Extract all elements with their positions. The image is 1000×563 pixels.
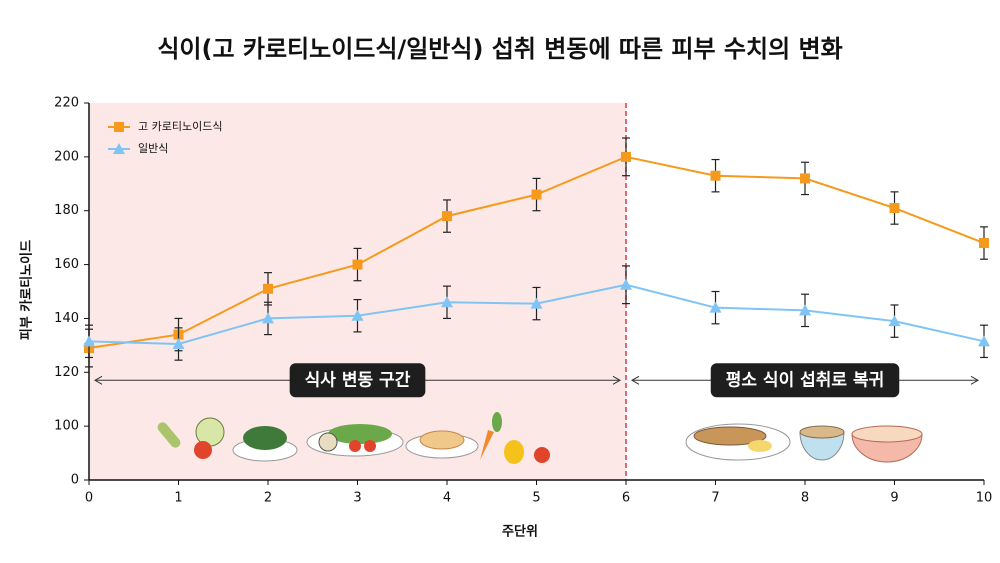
data-point — [979, 238, 989, 249]
data-point — [889, 203, 900, 214]
y-tick-label: 180 — [54, 203, 79, 218]
data-point — [621, 151, 631, 162]
arrow-head — [970, 375, 980, 385]
x-tick-label: 5 — [532, 491, 540, 506]
x-tick-label: 3 — [353, 491, 361, 506]
y-tick-label: 220 — [54, 96, 79, 111]
data-point — [442, 211, 452, 222]
data-point — [352, 259, 363, 270]
data-point — [351, 309, 364, 321]
shaded-region — [89, 103, 626, 480]
y-tick-label: 200 — [54, 149, 79, 164]
chart-title: 식이(고 카로티노이드식/일반식) 섭취 변동에 따른 피부 수치의 변화 — [157, 35, 842, 63]
legend-marker — [114, 122, 124, 132]
data-point — [531, 189, 542, 200]
data-point — [530, 297, 543, 309]
annotation-label: 평소 식이 섭취로 복귀 — [726, 369, 885, 390]
arrow-head — [612, 375, 622, 385]
y-tick-label: 140 — [54, 311, 79, 326]
x-tick-label: 2 — [264, 491, 272, 506]
data-point — [172, 338, 185, 350]
y-tick-label: 0 — [71, 473, 79, 488]
data-point — [709, 301, 722, 313]
x-axis-label: 주단위 — [502, 524, 538, 540]
x-tick-label: 7 — [711, 491, 719, 506]
legend-label: 고 카로티노이드식 — [138, 120, 222, 133]
data-point — [800, 173, 810, 184]
x-tick-label: 8 — [801, 491, 809, 506]
data-point — [799, 304, 811, 316]
data-point — [710, 170, 721, 181]
y-axis-label: 피부 카로티노이드 — [19, 240, 35, 340]
arrow-head — [630, 375, 640, 385]
annotation-label: 식사 변동 구간 — [305, 370, 411, 390]
x-tick-label: 6 — [622, 491, 630, 506]
data-point — [263, 283, 273, 294]
x-tick-label: 1 — [174, 491, 182, 506]
y-tick-label: 160 — [54, 257, 79, 272]
x-tick-label: 10 — [976, 491, 993, 506]
x-tick-label: 9 — [890, 491, 898, 506]
data-point — [83, 335, 95, 347]
data-point — [888, 315, 901, 327]
annotation-box — [710, 363, 900, 398]
y-tick-label: 100 — [54, 419, 79, 434]
annotation-box — [289, 363, 426, 398]
arrow-head — [93, 375, 103, 385]
y-tick-label: 120 — [54, 365, 79, 380]
food-illustrations — [157, 412, 923, 464]
x-tick-label: 4 — [443, 491, 451, 506]
x-tick-label: 0 — [85, 491, 93, 506]
data-point — [978, 335, 990, 347]
legend-label: 일반식 — [138, 141, 168, 155]
data-point — [262, 312, 274, 324]
background-layer: 0 100 120 140 160 180 200 220 0 1 2 3 4 5 6 7 8 9 10 — [54, 96, 992, 506]
legend-marker — [113, 143, 125, 154]
data-point — [441, 296, 453, 308]
data-point — [620, 278, 632, 290]
